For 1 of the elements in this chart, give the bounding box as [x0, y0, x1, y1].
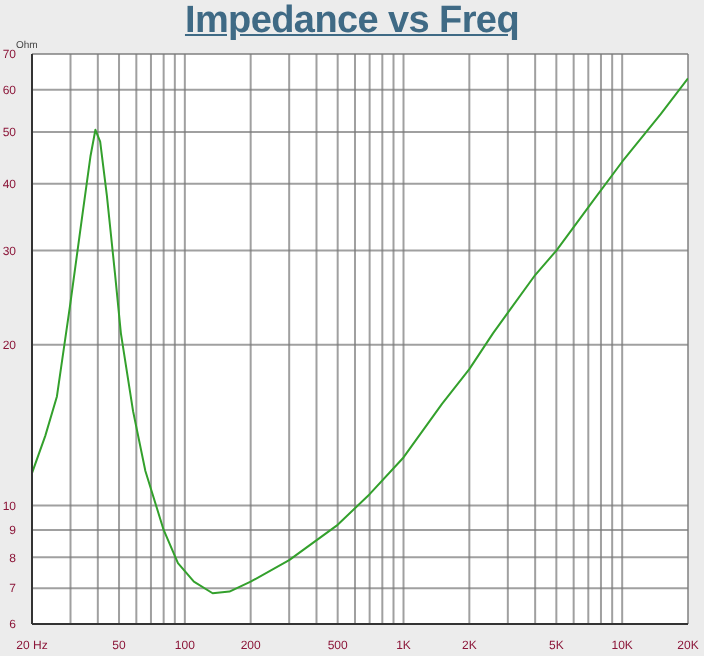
chart-title: Impedance vs Freq	[184, 0, 520, 42]
